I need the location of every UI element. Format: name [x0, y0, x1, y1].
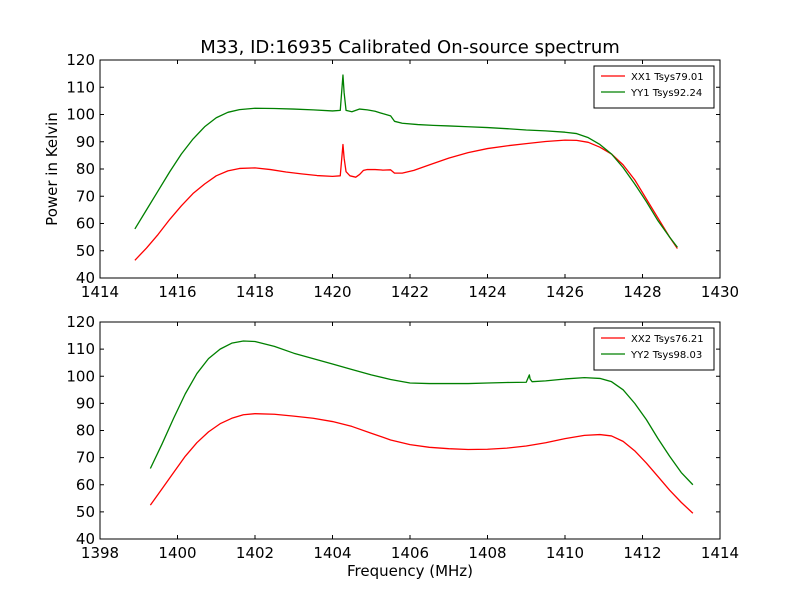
- x-tick-label: 1414: [701, 544, 739, 562]
- y-tick-label: 110: [66, 78, 95, 96]
- legend-entry: YY1 Tsys92.24: [630, 88, 702, 99]
- y-axis-label: Power in Kelvin: [43, 112, 61, 226]
- y-tick-label: 70: [76, 449, 95, 467]
- x-tick-label: 1406: [391, 544, 429, 562]
- series-line-xx1: [134, 139, 678, 261]
- x-tick-label: 1402: [236, 544, 274, 562]
- chart-title: M33, ID:16935 Calibrated On-source spect…: [200, 37, 620, 58]
- y-tick-label: 90: [76, 394, 95, 412]
- x-tick-label: 1404: [313, 544, 351, 562]
- legend: XX1 Tsys79.01 YY1 Tsys92.24: [593, 65, 715, 109]
- top-plot: 1414 1416 1418 1420 1422 1424 1426 1428 1430 40 50…: [43, 51, 739, 301]
- y-tick-label: 100: [66, 106, 95, 124]
- x-tick-label: 1408: [468, 544, 506, 562]
- y-tick-label: 120: [66, 51, 95, 69]
- x-tick-label: 1410: [546, 544, 584, 562]
- legend-entry: XX2 Tsys76.21: [631, 334, 704, 345]
- x-tick-label: 1428: [623, 283, 661, 301]
- bottom-plot: 1398 1400 1402 1404 1406 1408 1410 1412 1414 40 50…: [66, 313, 739, 580]
- legend-entry: XX1 Tsys79.01: [631, 72, 704, 83]
- legend: XX2 Tsys76.21 YY2 Tsys98.03: [593, 327, 715, 371]
- y-tick-label: 80: [76, 160, 95, 178]
- x-tick-label: 1398: [81, 544, 119, 562]
- y-tick-label: 50: [76, 503, 95, 521]
- legend-entry: YY2 Tsys98.03: [630, 350, 702, 361]
- x-tick-label: 1400: [158, 544, 196, 562]
- series-line-yy1: [134, 74, 678, 248]
- x-tick-label: 1412: [623, 544, 661, 562]
- x-tick-label: 1426: [546, 283, 584, 301]
- x-tick-label: 1420: [313, 283, 351, 301]
- x-axis-label: Frequency (MHz): [347, 562, 473, 580]
- y-tick-label: 80: [76, 422, 95, 440]
- x-tick-label: 1422: [391, 283, 429, 301]
- x-tick-label: 1416: [158, 283, 196, 301]
- y-tick-label: 100: [66, 367, 95, 385]
- y-tick-label: 70: [76, 187, 95, 205]
- y-tick-label: 110: [66, 340, 95, 358]
- legend-box: [593, 327, 715, 371]
- x-tick-label: 1424: [468, 283, 506, 301]
- y-tick-label: 90: [76, 133, 95, 151]
- y-tick-label: 40: [76, 530, 95, 548]
- x-tick-label: 1430: [701, 283, 739, 301]
- x-tick-label: 1418: [236, 283, 274, 301]
- x-tick-label: 1414: [81, 283, 119, 301]
- legend-box: [593, 65, 715, 109]
- y-tick-label: 60: [76, 476, 95, 494]
- y-tick-label: 40: [76, 269, 95, 287]
- series-line-xx2: [149, 413, 694, 514]
- y-tick-label: 120: [66, 313, 95, 331]
- y-tick-label: 60: [76, 215, 95, 233]
- series-line-yy2: [149, 340, 694, 486]
- y-tick-label: 50: [76, 242, 95, 260]
